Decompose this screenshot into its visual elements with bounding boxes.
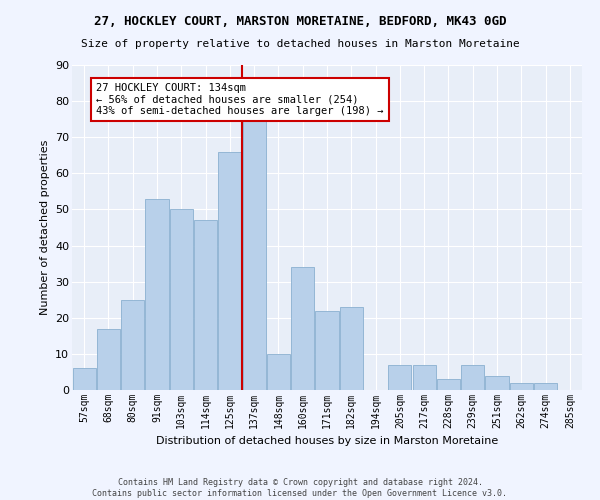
Text: Contains HM Land Registry data © Crown copyright and database right 2024.
Contai: Contains HM Land Registry data © Crown c… bbox=[92, 478, 508, 498]
Bar bbox=[291, 267, 314, 390]
Bar bbox=[413, 364, 436, 390]
Bar bbox=[340, 307, 363, 390]
Bar bbox=[73, 368, 95, 390]
Text: 27, HOCKLEY COURT, MARSTON MORETAINE, BEDFORD, MK43 0GD: 27, HOCKLEY COURT, MARSTON MORETAINE, BE… bbox=[94, 15, 506, 28]
Bar bbox=[388, 364, 412, 390]
Bar bbox=[510, 383, 533, 390]
Bar bbox=[534, 383, 557, 390]
Y-axis label: Number of detached properties: Number of detached properties bbox=[40, 140, 50, 315]
Bar bbox=[267, 354, 290, 390]
Bar bbox=[145, 198, 169, 390]
Bar bbox=[194, 220, 217, 390]
Bar bbox=[461, 364, 484, 390]
Bar bbox=[437, 379, 460, 390]
Bar bbox=[316, 310, 338, 390]
Bar bbox=[97, 328, 120, 390]
Bar bbox=[170, 210, 193, 390]
X-axis label: Distribution of detached houses by size in Marston Moretaine: Distribution of detached houses by size … bbox=[156, 436, 498, 446]
Bar bbox=[242, 116, 266, 390]
Text: 27 HOCKLEY COURT: 134sqm
← 56% of detached houses are smaller (254)
43% of semi-: 27 HOCKLEY COURT: 134sqm ← 56% of detach… bbox=[96, 83, 384, 116]
Bar bbox=[218, 152, 241, 390]
Bar bbox=[121, 300, 144, 390]
Text: Size of property relative to detached houses in Marston Moretaine: Size of property relative to detached ho… bbox=[80, 39, 520, 49]
Bar bbox=[485, 376, 509, 390]
